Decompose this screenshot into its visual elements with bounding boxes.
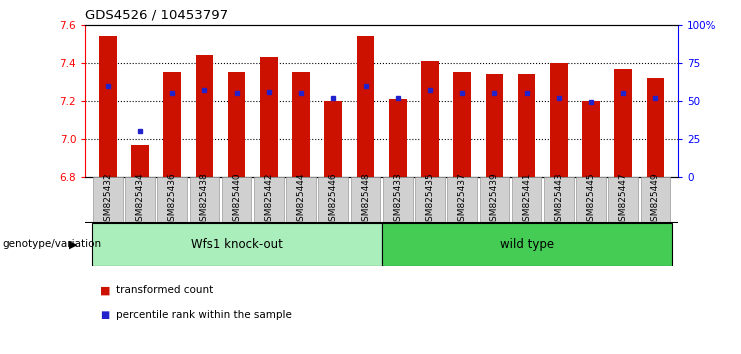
Bar [157,177,187,223]
Bar [383,177,413,223]
Text: transformed count: transformed count [116,285,213,295]
Bar [641,177,671,223]
Bar [582,101,600,177]
Text: GSM825442: GSM825442 [265,173,273,227]
Bar [415,177,445,223]
Bar [350,177,380,223]
Bar [382,223,671,266]
Bar [292,72,310,177]
Text: GSM825438: GSM825438 [200,173,209,227]
Text: GSM825440: GSM825440 [232,173,241,227]
Bar [254,177,284,223]
Bar [512,177,542,223]
Bar [131,145,149,177]
Bar [196,55,213,177]
Bar [190,177,219,223]
Bar [550,63,568,177]
Text: GSM825439: GSM825439 [490,173,499,227]
Text: percentile rank within the sample: percentile rank within the sample [116,310,292,320]
Bar [453,72,471,177]
Text: genotype/variation: genotype/variation [2,239,102,249]
Bar [608,177,638,223]
Text: GSM825447: GSM825447 [619,173,628,227]
Bar [286,177,316,223]
Bar [448,177,477,223]
Text: ▶: ▶ [69,239,77,249]
Bar [325,101,342,177]
Text: GSM825432: GSM825432 [103,173,113,227]
Bar [227,72,245,177]
Text: GSM825441: GSM825441 [522,173,531,227]
Bar [222,177,251,223]
Bar [614,69,632,177]
Text: GSM825436: GSM825436 [167,173,176,227]
Text: GSM825448: GSM825448 [361,173,370,227]
Text: GDS4526 / 10453797: GDS4526 / 10453797 [85,8,228,21]
Text: GSM825434: GSM825434 [136,173,144,227]
Bar [647,78,665,177]
Text: GSM825444: GSM825444 [296,173,305,227]
Text: ■: ■ [100,310,109,320]
Bar [163,72,181,177]
Bar [260,57,278,177]
Text: GSM825449: GSM825449 [651,173,660,227]
Bar [125,177,155,223]
Text: GSM825445: GSM825445 [587,173,596,227]
Bar [576,177,606,223]
Bar [479,177,509,223]
Text: GSM825435: GSM825435 [425,173,434,227]
Bar [485,74,503,177]
Text: Wfs1 knock-out: Wfs1 knock-out [190,238,282,251]
Text: GSM825446: GSM825446 [329,173,338,227]
Bar [389,99,407,177]
Bar [92,223,382,266]
Bar [99,36,116,177]
Bar [518,74,536,177]
Text: GSM825437: GSM825437 [458,173,467,227]
Bar [544,177,574,223]
Text: ■: ■ [100,285,110,295]
Bar [93,177,122,223]
Text: GSM825443: GSM825443 [554,173,563,227]
Bar [356,36,374,177]
Bar [319,177,348,223]
Text: wild type: wild type [499,238,554,251]
Bar [421,61,439,177]
Text: GSM825433: GSM825433 [393,173,402,227]
